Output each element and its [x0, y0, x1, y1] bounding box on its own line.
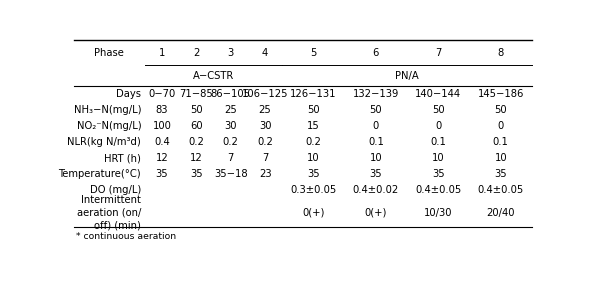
- Text: 50: 50: [495, 105, 507, 115]
- Text: 5: 5: [310, 48, 317, 58]
- Text: NH₃−N(mg/L): NH₃−N(mg/L): [74, 105, 141, 115]
- Text: 106−125: 106−125: [242, 89, 288, 99]
- Text: 12: 12: [190, 153, 203, 163]
- Text: 0.2: 0.2: [189, 137, 204, 147]
- Text: 2: 2: [193, 48, 200, 58]
- Text: 10: 10: [369, 153, 382, 163]
- Text: 0(+): 0(+): [365, 208, 387, 218]
- Text: 60: 60: [190, 121, 203, 131]
- Text: 35: 35: [432, 169, 444, 179]
- Text: 7: 7: [262, 153, 268, 163]
- Text: 15: 15: [307, 121, 320, 131]
- Text: 0.4±0.05: 0.4±0.05: [478, 185, 524, 195]
- Text: 10: 10: [432, 153, 444, 163]
- Text: 0.2: 0.2: [223, 137, 239, 147]
- Text: 8: 8: [498, 48, 504, 58]
- Text: 0.1: 0.1: [368, 137, 384, 147]
- Text: 0−70: 0−70: [148, 89, 176, 99]
- Text: 100: 100: [152, 121, 171, 131]
- Text: 10: 10: [495, 153, 507, 163]
- Text: A−CSTR: A−CSTR: [193, 70, 234, 81]
- Text: 35: 35: [190, 169, 203, 179]
- Text: 0.4: 0.4: [154, 137, 170, 147]
- Text: Days: Days: [116, 89, 141, 99]
- Text: 7: 7: [435, 48, 441, 58]
- Text: 10: 10: [307, 153, 320, 163]
- Text: 7: 7: [228, 153, 234, 163]
- Text: 25: 25: [225, 105, 237, 115]
- Text: 0.4±0.05: 0.4±0.05: [415, 185, 462, 195]
- Text: 35−18: 35−18: [214, 169, 248, 179]
- Text: 145−186: 145−186: [478, 89, 524, 99]
- Text: DO (mg/L): DO (mg/L): [90, 185, 141, 195]
- Text: 30: 30: [259, 121, 271, 131]
- Text: 0.4±0.02: 0.4±0.02: [353, 185, 399, 195]
- Text: NLR(kg N/m³d): NLR(kg N/m³d): [67, 137, 141, 147]
- Text: 0(+): 0(+): [302, 208, 324, 218]
- Text: 10/30: 10/30: [424, 208, 453, 218]
- Text: 83: 83: [156, 105, 168, 115]
- Text: Intermittent
aeration (on/
off) (min): Intermittent aeration (on/ off) (min): [77, 195, 141, 230]
- Text: 140−144: 140−144: [415, 89, 462, 99]
- Text: 0.1: 0.1: [493, 137, 509, 147]
- Text: Temperature(°C): Temperature(°C): [59, 169, 141, 179]
- Text: HRT (h): HRT (h): [105, 153, 141, 163]
- Text: Phase: Phase: [95, 48, 124, 58]
- Text: 12: 12: [155, 153, 168, 163]
- Text: * continuous aeration: * continuous aeration: [76, 232, 176, 241]
- Text: NO₂⁻N(mg/L): NO₂⁻N(mg/L): [77, 121, 141, 131]
- Text: 4: 4: [262, 48, 268, 58]
- Text: 50: 50: [369, 105, 382, 115]
- Text: 35: 35: [495, 169, 507, 179]
- Text: 3: 3: [228, 48, 234, 58]
- Text: 132−139: 132−139: [353, 89, 399, 99]
- Text: 0.1: 0.1: [430, 137, 446, 147]
- Text: 0.2: 0.2: [257, 137, 273, 147]
- Text: 0: 0: [498, 121, 504, 131]
- Text: 30: 30: [225, 121, 237, 131]
- Text: 35: 35: [307, 169, 320, 179]
- Text: 50: 50: [307, 105, 320, 115]
- Text: 0: 0: [373, 121, 379, 131]
- Text: 0: 0: [435, 121, 441, 131]
- Text: 20/40: 20/40: [486, 208, 515, 218]
- Text: 126−131: 126−131: [290, 89, 337, 99]
- Text: 1: 1: [159, 48, 165, 58]
- Text: 71−85: 71−85: [180, 89, 213, 99]
- Text: 0.2: 0.2: [306, 137, 322, 147]
- Text: 23: 23: [259, 169, 271, 179]
- Text: 50: 50: [190, 105, 203, 115]
- Text: 86−105: 86−105: [211, 89, 251, 99]
- Text: 0.3±0.05: 0.3±0.05: [290, 185, 337, 195]
- Text: 50: 50: [432, 105, 444, 115]
- Text: 35: 35: [156, 169, 168, 179]
- Text: 35: 35: [369, 169, 382, 179]
- Text: 25: 25: [259, 105, 271, 115]
- Text: 6: 6: [373, 48, 379, 58]
- Text: PN/A: PN/A: [395, 70, 419, 81]
